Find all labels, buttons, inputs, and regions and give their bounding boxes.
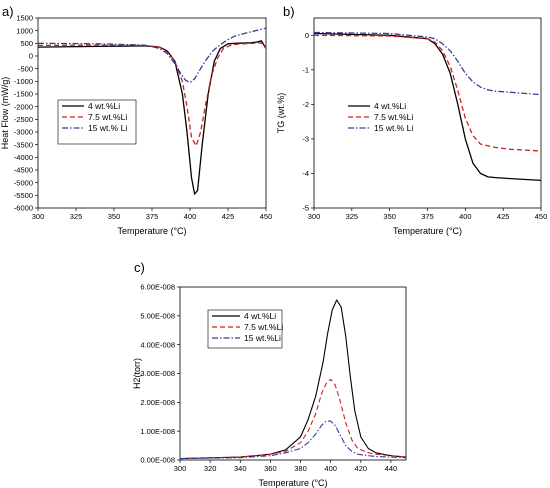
x-tick-label: 325 <box>70 212 83 221</box>
y-tick-label: -5000 <box>14 178 33 187</box>
x-tick-label: 325 <box>346 212 359 221</box>
panel-a-heat-flow: a) 300 325 350 375 400 425 450 1500 1000 500 0 -500 -… <box>0 4 272 236</box>
x-tick-label: 440 <box>385 464 398 473</box>
x-axis-label: Temperature (°C) <box>117 226 186 236</box>
y-tick-label: -2000 <box>14 102 33 111</box>
y-axis-label: H2(torr) <box>132 358 142 389</box>
series-line-3 <box>179 420 407 460</box>
x-tick-label: 400 <box>324 464 337 473</box>
x-tick-label: 320 <box>204 464 217 473</box>
y-tick-label: -4 <box>302 169 309 178</box>
legend-label: 15 wt.%Li <box>244 333 281 343</box>
y-tick-label: -6000 <box>14 204 33 213</box>
y-tick-label: -2500 <box>14 115 33 124</box>
y-tick-label: -4500 <box>14 166 33 175</box>
x-tick-label: 360 <box>264 464 277 473</box>
y-tick-label: -1000 <box>14 77 33 86</box>
y-tick-label: -3500 <box>14 140 33 149</box>
y-tick-label: -3000 <box>14 128 33 137</box>
y-tick-label: 1000 <box>16 26 33 35</box>
x-tick-label: 300 <box>308 212 321 221</box>
legend-box <box>57 99 137 145</box>
panel-label: b) <box>283 4 295 19</box>
x-tick-label: 350 <box>383 212 396 221</box>
x-tick-label: 300 <box>174 464 187 473</box>
x-tick-label: 400 <box>184 212 197 221</box>
legend-label: 15 wt.% Li <box>374 123 413 133</box>
series-line-3 <box>37 27 267 84</box>
y-tick-label: 4.00E-008 <box>140 340 175 349</box>
y-tick-label: 3.00E-008 <box>140 369 175 378</box>
x-tick-label: 380 <box>294 464 307 473</box>
y-tick-label: -1500 <box>14 90 33 99</box>
x-axis-label: Temperature (°C) <box>258 478 327 488</box>
y-tick-label: -5 <box>302 204 309 213</box>
x-tick-label: 350 <box>108 212 121 221</box>
y-tick-label: 6.00E-008 <box>140 283 175 292</box>
x-tick-label: 450 <box>260 212 273 221</box>
y-tick-label: 500 <box>20 39 33 48</box>
y-tick-label: 0.00E-008 <box>140 456 175 465</box>
panel-c-h2: c) 300 320 340 360 380 400 420 440 0.00E-008 1.00E… <box>132 260 407 488</box>
series-line-2 <box>313 34 542 152</box>
y-tick-label: -500 <box>18 64 33 73</box>
x-tick-label: 450 <box>535 212 548 221</box>
panel-b-tg: b) 300 325 350 375 400 425 450 0 -1 -2 -3 -4 -5 Temper… <box>276 4 547 236</box>
y-tick-label: -5500 <box>14 191 33 200</box>
legend-label: 4 wt.%Li <box>88 101 120 111</box>
y-tick-label: 1.00E-008 <box>140 427 175 436</box>
x-tick-label: 300 <box>32 212 45 221</box>
y-tick-label: 0 <box>29 52 33 61</box>
legend-label: 15 wt.% Li <box>88 123 127 133</box>
x-tick-label: 420 <box>355 464 368 473</box>
legend-label: 7.5 wt.%Li <box>244 322 283 332</box>
y-tick-label: 2.00E-008 <box>140 398 175 407</box>
x-tick-label: 375 <box>146 212 159 221</box>
legend-label: 7.5 wt.%Li <box>88 112 127 122</box>
legend-label: 4 wt.%Li <box>244 311 276 321</box>
series-line-2 <box>179 378 407 460</box>
y-tick-label: 5.00E-008 <box>140 311 175 320</box>
y-tick-label: 1500 <box>16 14 33 23</box>
y-tick-label: -3 <box>302 135 309 144</box>
y-tick-label: -4000 <box>14 153 33 162</box>
x-tick-label: 400 <box>459 212 472 221</box>
panel-label: a) <box>2 4 14 19</box>
y-axis-label: TG (wt.%) <box>276 93 286 134</box>
y-tick-label: 0 <box>305 31 309 40</box>
x-tick-label: 425 <box>497 212 510 221</box>
series-line-3 <box>313 31 542 96</box>
x-axis-label: Temperature (°C) <box>393 226 462 236</box>
x-tick-label: 375 <box>421 212 434 221</box>
legend-label: 4 wt.%Li <box>374 101 406 111</box>
y-tick-label: -2 <box>302 100 309 109</box>
y-axis-label: Heat Flow (mW/g) <box>0 77 10 150</box>
series-line-1 <box>179 299 407 460</box>
series-line-2 <box>37 42 267 147</box>
x-tick-label: 425 <box>222 212 235 221</box>
panel-label: c) <box>134 260 145 275</box>
legend-label: 7.5 wt.%Li <box>374 112 413 122</box>
y-tick-label: -1 <box>302 65 309 74</box>
x-tick-label: 340 <box>234 464 247 473</box>
